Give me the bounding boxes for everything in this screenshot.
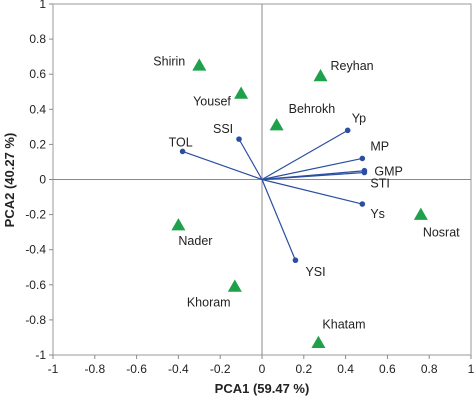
vector-label-gmp: GMP — [374, 165, 402, 179]
x-axis-title: PCA1 (59.47 %) — [215, 381, 310, 396]
vector-tip-tol — [179, 148, 186, 155]
x-tick-label: 0.4 — [337, 362, 354, 376]
x-tick-label: 0 — [259, 362, 266, 376]
x-tick-label: -0.4 — [168, 362, 189, 376]
vector-label-ysi: YSI — [305, 265, 325, 279]
vector-label-mp: MP — [370, 139, 389, 153]
y-tick-label: -0.4 — [25, 243, 46, 257]
y-tick-label: 1 — [39, 0, 46, 11]
genotype-marker-yousef — [234, 86, 249, 99]
genotype-marker-nader — [171, 218, 186, 231]
genotype-marker-nosrat — [413, 207, 428, 220]
vector-tip-yp — [344, 127, 351, 134]
x-tick-label: 0.2 — [295, 362, 312, 376]
vector-line-sti — [261, 171, 365, 181]
y-tick-label: 0 — [39, 173, 46, 187]
x-tick-label: -0.8 — [84, 362, 105, 376]
vector-tip-sti — [361, 169, 368, 176]
genotype-label-khatam: Khatam — [322, 318, 365, 332]
genotype-marker-reyhan — [313, 68, 328, 82]
y-tick-label: -0.8 — [25, 313, 46, 327]
x-tick-label: 1 — [468, 362, 474, 376]
vector-label-ys: Ys — [370, 207, 385, 221]
x-tick-label: -0.2 — [210, 362, 231, 376]
genotype-label-shirin: Shirin — [153, 54, 185, 68]
genotype-marker-khoram — [227, 279, 242, 292]
y-tick-label: 0.8 — [29, 32, 46, 46]
y-axis-title: PCA2 (40.27 %) — [2, 133, 17, 228]
x-tick-label: 0.8 — [421, 362, 438, 376]
genotype-label-nosrat: Nosrat — [423, 226, 460, 240]
y-tick-label: 0.6 — [29, 67, 46, 81]
vector-tip-mp — [359, 155, 366, 162]
vector-label-ssi: SSI — [213, 122, 233, 136]
vector-tip-ys — [359, 201, 366, 207]
vector-label-tol: TOL — [169, 135, 193, 149]
y-tick-label: 0.2 — [29, 137, 46, 151]
x-tick-label: 0.6 — [379, 362, 396, 376]
vector-line-mp — [261, 157, 363, 181]
genotype-marker-behrokh — [269, 118, 284, 131]
vector-line-ssi — [238, 138, 263, 180]
genotype-marker-shirin — [192, 58, 207, 71]
y-tick-label: -0.6 — [25, 278, 46, 292]
vector-line-yp — [261, 129, 348, 181]
vector-line-ysi — [261, 179, 296, 261]
genotype-marker-khatam — [311, 335, 326, 348]
vector-tip-ssi — [236, 136, 242, 142]
y-tick-labels: 1 0.8 0.6 0.4 0.2 0 -0.2 -0.4 -0.6 -0.8 -1 — [25, 0, 53, 362]
y-tick-label: -1 — [35, 348, 46, 362]
x-tick-labels: -1 -0.8 -0.6 -0.4 -0.2 0 0.2 0.4 0.6 0.8 1 — [48, 355, 474, 376]
genotype-label-nader: Nader — [178, 234, 212, 248]
vector-line-ys — [261, 178, 363, 205]
vector-label-sti: STI — [370, 176, 389, 190]
y-tick-label: 0.4 — [29, 102, 46, 116]
vector-line-tol — [182, 150, 263, 181]
x-tick-label: -0.6 — [126, 362, 147, 376]
genotype-label-yousef: Yousef — [193, 95, 231, 109]
genotype-label-reyhan: Reyhan — [331, 59, 374, 73]
genotype-label-behrokh: Behrokh — [289, 102, 336, 116]
genotype-points: Shirin Yousef Reyhan Behrokh Nosrat Nader Khor… — [153, 54, 460, 348]
y-tick-label: -0.2 — [25, 208, 46, 222]
genotype-label-khoram: Khoram — [187, 296, 231, 310]
vector-tip-ysi — [292, 257, 299, 264]
vector-label-yp: Yp — [352, 111, 366, 125]
x-tick-label: -1 — [48, 362, 59, 376]
